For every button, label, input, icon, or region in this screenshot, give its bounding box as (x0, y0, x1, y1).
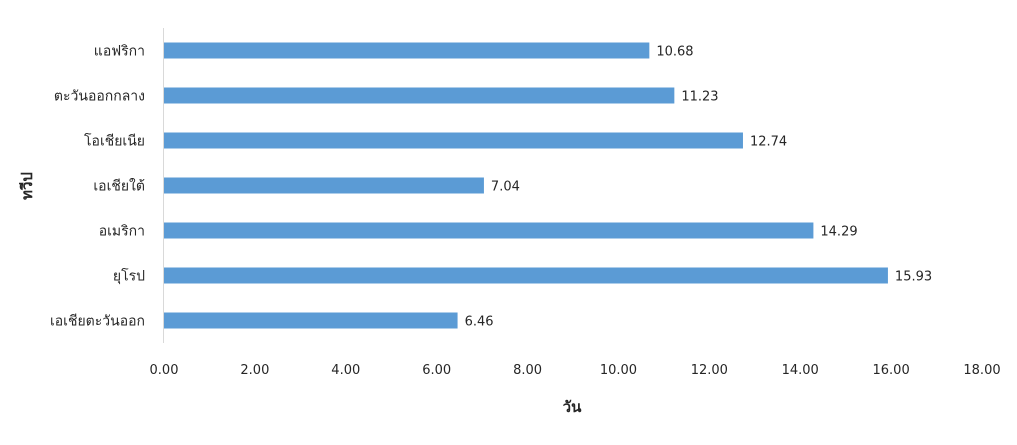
data-label: 15.93 (895, 270, 932, 285)
bar (164, 87, 675, 104)
bars-layer (164, 42, 888, 329)
x-tick-label: 12.00 (691, 363, 728, 378)
x-tick-label: 8.00 (513, 363, 542, 378)
data-label: 11.23 (681, 90, 718, 105)
data-label: 14.29 (820, 225, 857, 240)
x-tick-label: 2.00 (240, 363, 269, 378)
bar (164, 222, 814, 239)
x-tick-label: 14.00 (782, 363, 819, 378)
category-label: อเมริกา (99, 224, 145, 240)
x-tick-label: 4.00 (331, 363, 360, 378)
category-label: ยุโรป (113, 268, 145, 285)
category-label: แอฟริกา (94, 44, 145, 60)
x-tick-label: 18.00 (963, 363, 1000, 378)
category-label: เอเชียตะวันออก (50, 314, 145, 330)
category-labels: แอฟริกาตะวันออกกลางโอเชียเนียเอเชียใต้อเ… (50, 44, 145, 330)
bar (164, 177, 484, 194)
bar (164, 312, 458, 329)
data-label: 7.04 (491, 180, 520, 195)
category-label: โอเชียเนีย (84, 133, 145, 150)
x-tick-labels: 0.00 2.00 4.00 6.00 8.00 10.00 12.00 14.00 16.00… (150, 363, 1001, 378)
x-tick-label: 0.00 (150, 363, 179, 378)
category-label: ตะวันออกกลาง (54, 89, 145, 105)
data-labels: 10.68 11.23 12.74 7.04 14.29 15.93 6.46 (465, 45, 933, 330)
bar (164, 132, 743, 149)
x-tick-label: 6.00 (422, 363, 451, 378)
category-label: เอเชียใต้ (93, 178, 145, 195)
data-label: 10.68 (656, 45, 693, 60)
data-label: 6.46 (465, 315, 494, 330)
x-tick-label: 10.00 (600, 363, 637, 378)
y-axis-title: ทวีป (18, 172, 36, 200)
data-label: 12.74 (750, 135, 787, 150)
bar (164, 267, 888, 284)
x-axis-title: วัน (563, 398, 582, 416)
bar (164, 42, 650, 59)
x-tick-label: 16.00 (873, 363, 910, 378)
